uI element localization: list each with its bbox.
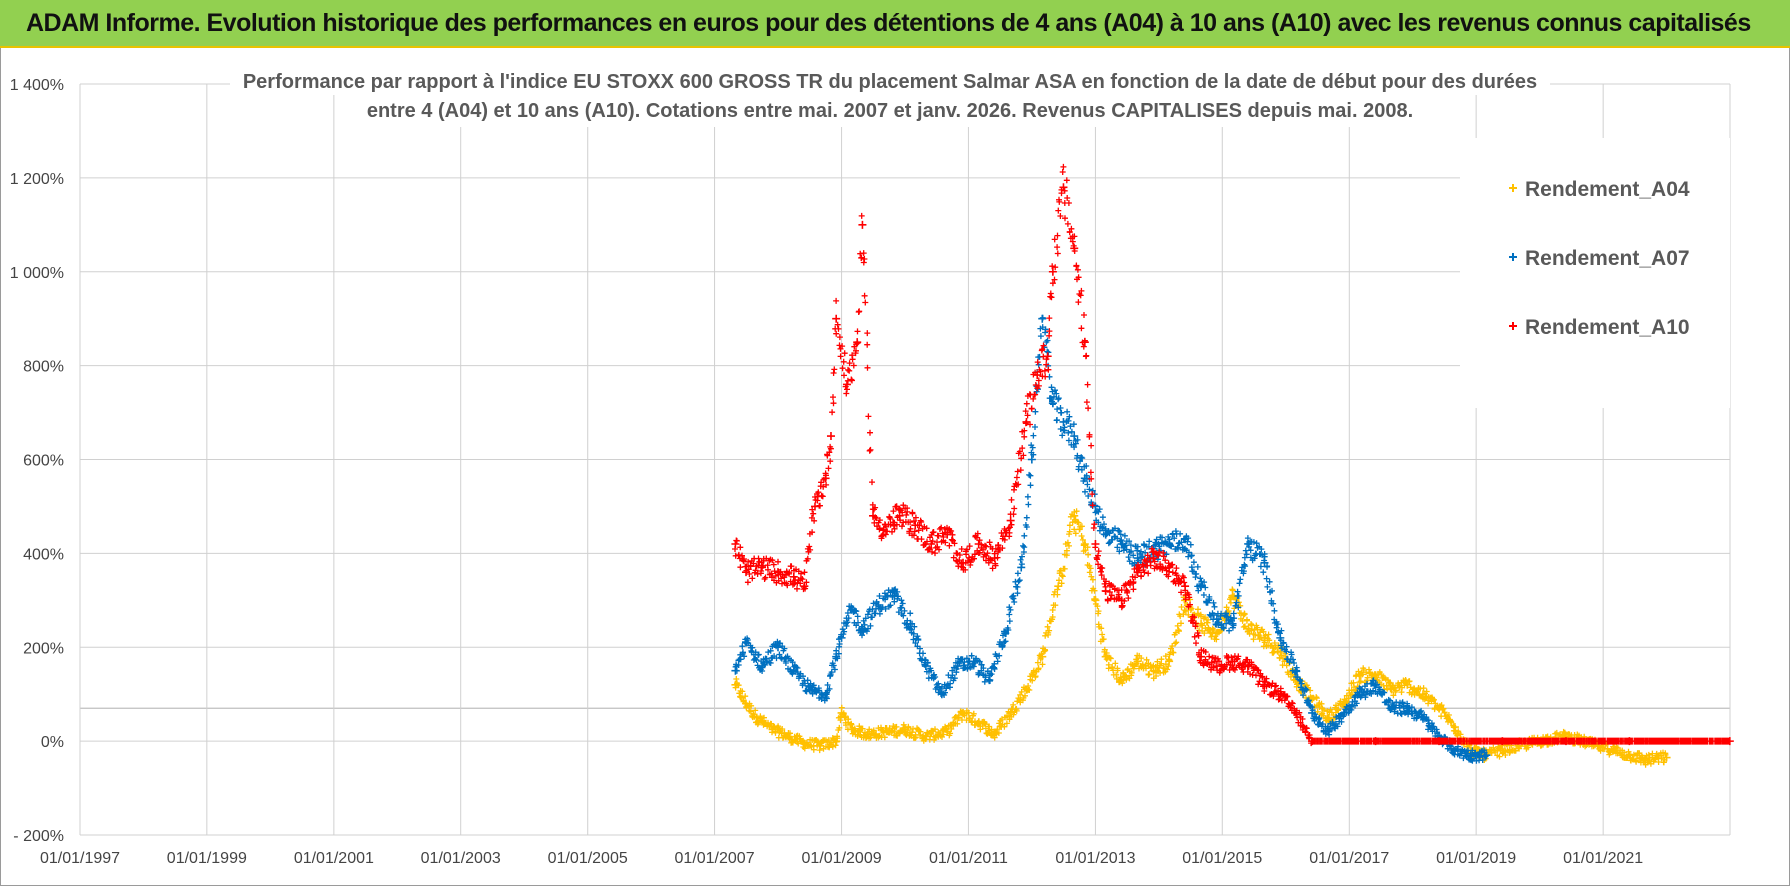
y-tick-label: 800%	[23, 359, 64, 376]
title-bg-line1	[230, 62, 1550, 95]
y-tick-label: 0%	[41, 734, 64, 751]
legend-label: Rendement_A04	[1525, 178, 1690, 201]
x-tick-label: 01/01/1997	[40, 850, 120, 867]
series-marks	[732, 508, 1669, 768]
series-marks	[732, 314, 1489, 764]
legend-box	[1460, 138, 1730, 408]
legend-label: Rendement_A10	[1525, 316, 1690, 339]
header-banner: ADAM Informe. Evolution historique des p…	[0, 0, 1790, 48]
data-point	[1070, 432, 1079, 441]
data-point	[858, 220, 867, 229]
chart-series	[731, 163, 1734, 768]
x-tick-label: 01/01/2021	[1563, 850, 1643, 867]
x-tick-label: 01/01/2009	[802, 850, 882, 867]
data-point	[1017, 563, 1026, 572]
x-tick-label: 01/01/2013	[1055, 850, 1135, 867]
series-marks	[732, 163, 1733, 747]
x-tick-label: 01/01/2001	[294, 850, 374, 867]
y-tick-label: 400%	[23, 546, 64, 563]
data-point	[826, 432, 835, 441]
x-tick-label: 01/01/2005	[548, 850, 628, 867]
chart-title-line2: entre 4 (A04) et 10 ans (A10). Cotations…	[367, 100, 1413, 122]
data-point	[1022, 417, 1031, 426]
y-tick-label: 1 400%	[10, 77, 64, 94]
legend-marker	[1509, 184, 1517, 192]
y-tick-label: 200%	[23, 640, 64, 657]
y-tick-label: 1 000%	[10, 265, 64, 282]
chart: - 200% 0% 200% 400% 600% 800% 1 000% 1 200% 1 40…	[10, 62, 1734, 867]
page-title: ADAM Informe. Evolution historique des p…	[26, 9, 1751, 37]
data-point	[1048, 267, 1057, 276]
chart-legend: Rendement_A04 Rendement_A07 Rendement_A10	[1460, 138, 1730, 408]
legend-marker	[1509, 253, 1517, 261]
data-point	[789, 572, 798, 581]
x-tick-label: 01/01/2015	[1182, 850, 1262, 867]
series-Rendement_A10	[731, 163, 1734, 747]
x-tick-label: 01/01/2007	[675, 850, 755, 867]
series-Rendement_A07	[731, 314, 1491, 764]
x-tick-label: 01/01/2003	[421, 850, 501, 867]
title-bg-line2	[352, 95, 1428, 127]
x-tick-label: 01/01/2019	[1436, 850, 1516, 867]
data-point	[1027, 455, 1036, 464]
y-tick-label: 1 200%	[10, 171, 64, 188]
legend-marker	[1509, 322, 1517, 330]
chart-title-background	[230, 62, 1550, 127]
data-point	[1006, 516, 1015, 525]
chart-ticks: - 200% 0% 200% 400% 600% 800% 1 000% 1 200% 1 40…	[10, 77, 1644, 867]
y-tick-label: - 200%	[13, 828, 64, 845]
x-tick-label: 01/01/2011	[929, 850, 1008, 867]
x-tick-label: 01/01/2017	[1309, 850, 1389, 867]
legend-label: Rendement_A07	[1525, 247, 1690, 270]
x-tick-label: 01/01/1999	[167, 850, 247, 867]
chart-title-line1: Performance par rapport à l'indice EU ST…	[243, 71, 1537, 93]
data-point	[832, 314, 841, 323]
series-Rendement_A04	[731, 508, 1671, 768]
y-tick-label: 600%	[23, 453, 64, 470]
